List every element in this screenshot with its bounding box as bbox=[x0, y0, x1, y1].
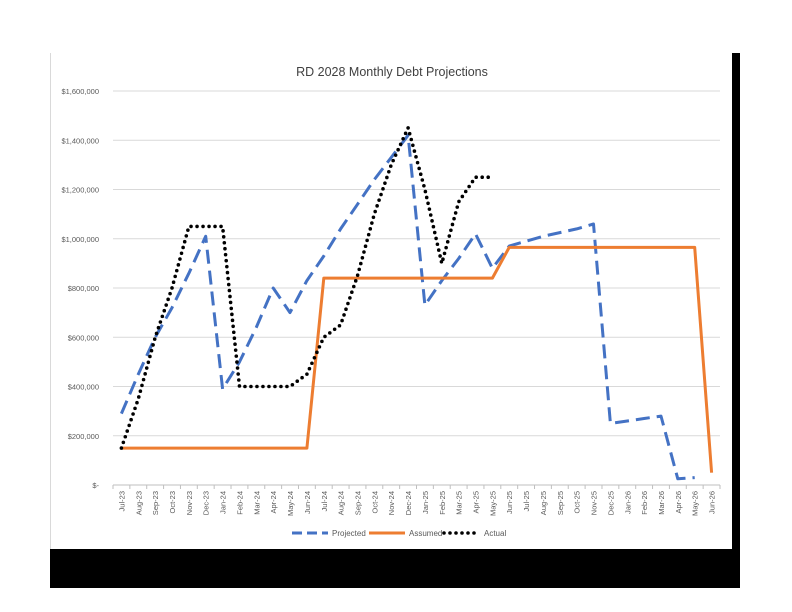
y-axis-ticks: $- $200,000 $400,000 $600,000 $800,000 $1,000… bbox=[61, 87, 99, 490]
legend-label-projected: Projected bbox=[332, 529, 366, 538]
x-tick-label: Nov-25 bbox=[590, 491, 599, 515]
x-tick-label: Oct-23 bbox=[168, 491, 177, 514]
x-tick-label: Mar-26 bbox=[657, 491, 666, 515]
x-tick-label: May-25 bbox=[488, 491, 497, 516]
x-tick-label: Nov-23 bbox=[185, 491, 194, 515]
legend: Projected Assumed Actual bbox=[292, 529, 506, 538]
y-tick-label: $1,200,000 bbox=[61, 186, 99, 195]
x-tick-label: Dec-24 bbox=[404, 491, 413, 515]
gridlines bbox=[113, 90, 720, 486]
x-tick-label: Oct-24 bbox=[370, 491, 379, 514]
x-tick-label: Sep-23 bbox=[151, 491, 160, 515]
chart-title: RD 2028 Monthly Debt Projections bbox=[296, 65, 488, 79]
x-tick-label: Jul-24 bbox=[320, 491, 329, 511]
x-tick-label: Apr-25 bbox=[472, 491, 481, 514]
x-tick-label: Dec-25 bbox=[606, 491, 615, 515]
x-tick-label: Jan-24 bbox=[219, 491, 228, 514]
y-tick-label: $800,000 bbox=[68, 284, 99, 293]
x-tick-label: Jun-26 bbox=[708, 491, 717, 514]
x-tick-label: May-26 bbox=[691, 491, 700, 516]
y-tick-label: $400,000 bbox=[68, 383, 99, 392]
x-tick-label: Feb-25 bbox=[438, 491, 447, 515]
x-tick-label: Feb-24 bbox=[235, 491, 244, 515]
chart-frame bbox=[50, 53, 741, 588]
x-tick-label: Dec-23 bbox=[202, 491, 211, 515]
debt-projection-chart: RD 2028 Monthly Debt Projections $- $200,… bbox=[61, 65, 721, 538]
series-line-assumed bbox=[121, 245, 714, 473]
x-tick-label: Jan-26 bbox=[623, 491, 632, 514]
bottom-border-bar bbox=[50, 549, 740, 588]
x-tick-label: Jan-25 bbox=[421, 491, 430, 514]
legend-label-actual: Actual bbox=[484, 529, 506, 538]
y-tick-label: $200,000 bbox=[68, 432, 99, 441]
series-line-projected bbox=[120, 133, 695, 481]
x-tick-label: Apr-26 bbox=[674, 491, 683, 514]
y-tick-label: $1,000,000 bbox=[61, 235, 99, 244]
x-tick-label: Sep-24 bbox=[353, 491, 362, 515]
x-tick-label: Aug-23 bbox=[134, 491, 143, 515]
x-tick-label: Aug-24 bbox=[337, 491, 346, 515]
right-border-bar bbox=[732, 53, 740, 550]
x-tick-label: Oct-25 bbox=[573, 491, 582, 514]
legend-label-assumed: Assumed bbox=[409, 529, 442, 538]
x-tick-label: Aug-25 bbox=[539, 491, 548, 515]
x-axis-ticks: Jul-23 Aug-23 Sep-23 Oct-23 Nov-23 Dec-23 Jan-… bbox=[112, 485, 721, 516]
x-tick-label: Feb-26 bbox=[640, 491, 649, 515]
x-tick-label: Mar-24 bbox=[252, 491, 261, 515]
series-line-actual bbox=[119, 126, 495, 450]
x-tick-label: Jun-24 bbox=[303, 491, 312, 514]
y-tick-label: $1,400,000 bbox=[61, 136, 99, 145]
x-tick-label: Nov-24 bbox=[387, 491, 396, 515]
x-tick-label: Sep-25 bbox=[556, 491, 565, 515]
y-tick-label: $600,000 bbox=[68, 333, 99, 342]
x-tick-label: Apr-24 bbox=[269, 491, 278, 514]
y-tick-label: $1,600,000 bbox=[61, 87, 99, 96]
x-tick-label: Mar-25 bbox=[455, 491, 464, 515]
series-lines bbox=[119, 126, 714, 481]
x-tick-label: Jul-23 bbox=[117, 491, 126, 511]
x-tick-label: Jun-25 bbox=[505, 491, 514, 514]
x-tick-label: May-24 bbox=[286, 491, 295, 516]
x-tick-label: Jul-25 bbox=[522, 491, 531, 511]
y-tick-label: $- bbox=[92, 481, 99, 490]
